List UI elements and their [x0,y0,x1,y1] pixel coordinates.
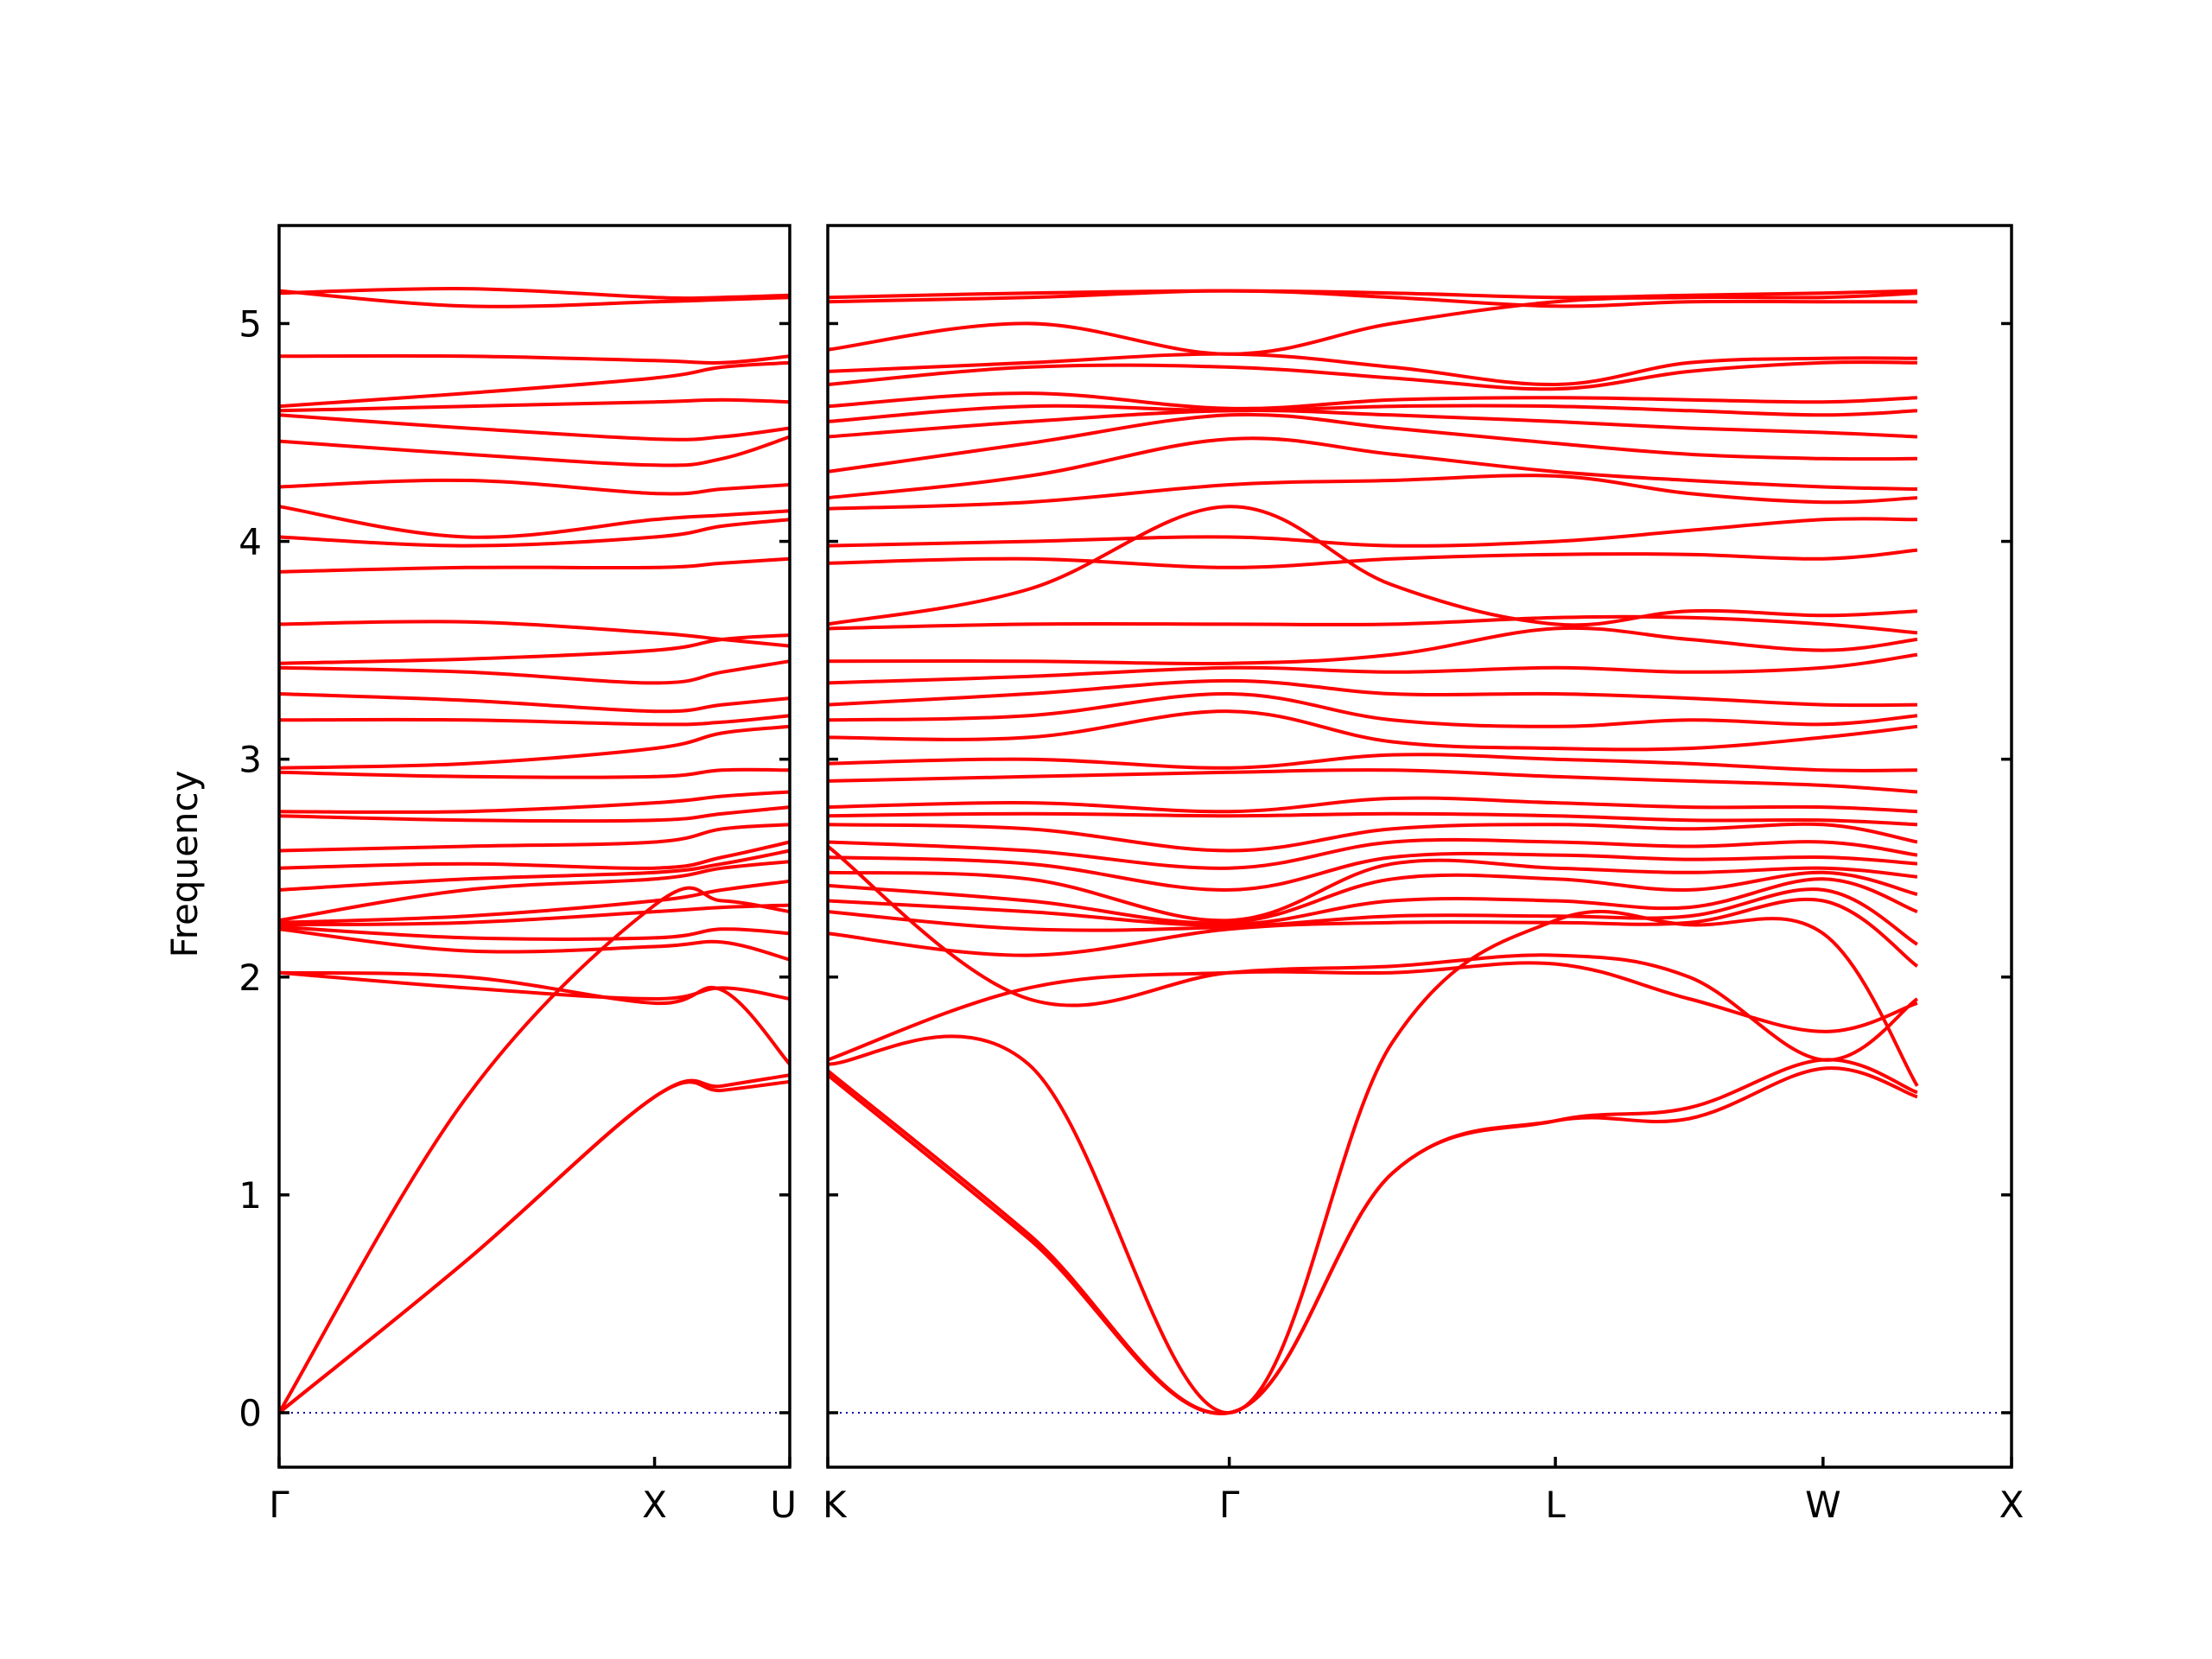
x-tick-label-U: U [770,1484,797,1526]
panel-left-band-32 [278,286,791,301]
panel-left-band-5 [278,970,791,1001]
panel-right-band-17 [827,753,1917,772]
panel-left-band-19 [278,692,791,714]
panel-right-band-5 [826,844,1919,1062]
panel-right-band-25 [827,548,1918,569]
panel-left-band-31 [278,353,791,365]
panel-right-band-2 [826,1058,1918,1415]
panel-right-band-34 [827,352,1917,387]
panel-left-band-3 [277,886,791,1414]
panel-left-band-22 [278,620,791,648]
panel-right-band-12 [827,837,1918,870]
panel-right-band-4 [827,961,1918,1062]
panel-left-band-7 [278,925,791,941]
panel-right-band-37 [827,289,1917,308]
panel-right-band-26 [827,517,1917,548]
panel-left-band-13 [278,823,791,853]
panel-right-band-22 [827,626,1918,666]
panel-right-band-30 [827,409,1917,439]
y-tick-label-4: 4 [238,521,262,563]
panel-left-band-4 [278,970,791,1065]
y-axis-label: Frequency [163,771,206,958]
panel-left-band-2 [277,1073,791,1414]
panel-right-band-10 [827,858,1918,923]
panel-left-band-15 [278,790,791,814]
panel-right-band-28 [827,436,1917,500]
panel-right-band-33 [827,360,1917,391]
panel-right-band-1 [826,1066,1918,1415]
panel-left-band-33 [278,289,791,308]
y-tick-label-2: 2 [238,957,262,999]
panel-left-band-17 [278,724,791,770]
panel-left-band-25 [278,505,791,539]
x-tick-label-W: W [1805,1484,1841,1526]
y-tick-label-5: 5 [238,302,262,345]
panel-right-band-16 [827,768,1918,794]
panel-right-band-11 [827,851,1918,892]
panel-left-band-8 [278,903,791,927]
x-tick-label-K: K [823,1484,848,1526]
panel-right-band-13 [827,822,1918,853]
panel-right-band-24 [827,505,1917,627]
panel-right-band-18 [827,709,1918,752]
x-tick-label-L: L [1545,1484,1566,1526]
panel-left-band-23 [278,556,791,574]
panel-right-band-31 [827,404,1917,423]
panel-left-band-9 [278,879,791,925]
panel-right-band-15 [827,796,1917,814]
panel-left-band-28 [278,413,791,442]
panel-right-band-21 [827,652,1918,685]
panel-left-band-24 [278,518,791,548]
panel-left-band-30 [278,360,791,409]
panel-right-band-35 [827,291,1917,356]
panel-right-band-29 [827,412,1917,474]
y-tick-label-3: 3 [238,739,262,781]
panel-right-band-8 [827,877,1918,927]
panel-left-band-11 [278,849,791,892]
panel-right-band-27 [827,474,1917,511]
panel-right-band-3 [827,909,1919,1415]
panel-left-band-14 [278,805,791,823]
panel-right-band-36 [827,289,1917,300]
y-tick-label-1: 1 [238,1174,262,1217]
panel-left-band-20 [278,659,791,685]
x-tick-label-X: X [1999,1484,2024,1526]
panel-left-band-10 [278,860,791,923]
panel-left-band-27 [278,435,791,467]
panel-right-band-19 [827,691,1918,728]
panel-right-band-14 [827,811,1917,827]
panel-right-band-6 [827,897,1919,968]
x-tick-label-Γ: Γ [269,1484,289,1526]
panel-left-band-16 [278,767,791,779]
panel-left-band-18 [278,714,791,727]
panel-right-band-20 [827,678,1917,708]
panel-right-band-32 [827,391,1917,410]
panel-right-band-9 [827,870,1918,925]
panel-right-band-23 [827,614,1918,635]
x-tick-label-Γ: Γ [1219,1484,1240,1526]
y-tick-label-0: 0 [238,1392,262,1434]
panel-left-frame [277,224,791,1469]
panel-left-band-6 [278,927,791,962]
panel-right-band-7 [827,887,1918,946]
panel-left-band-26 [278,478,791,496]
x-tick-label-X: X [642,1484,667,1526]
panel-left-band-12 [278,840,791,870]
panel-left-band-1 [277,1079,791,1414]
panel-left-band-29 [278,397,791,413]
panel-right-frame [826,224,2013,1469]
